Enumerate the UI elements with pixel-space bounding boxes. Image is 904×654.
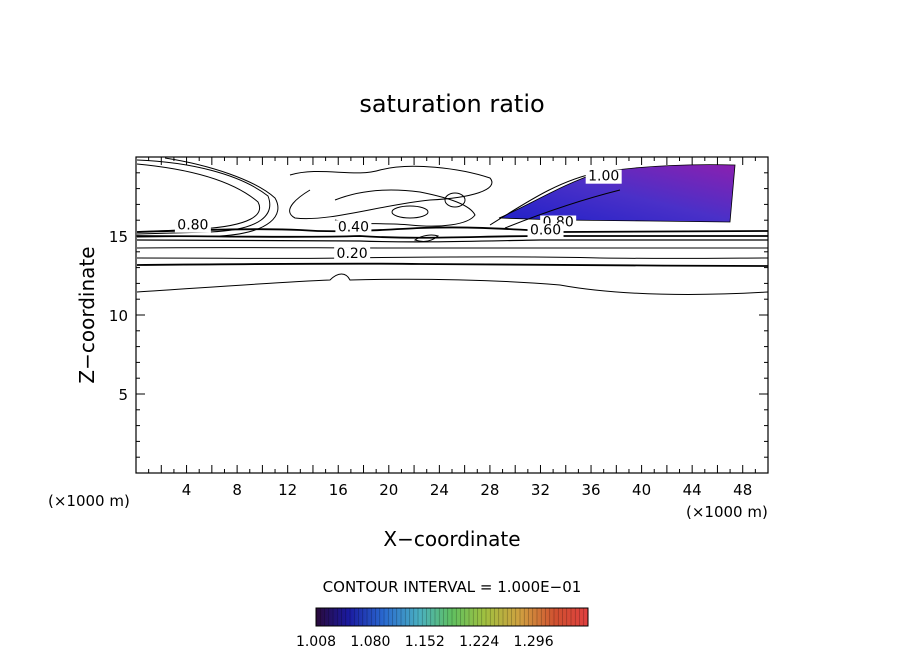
y-tick-label: 5 — [118, 386, 128, 404]
x-axis-label: X−coordinate — [383, 527, 520, 551]
isoline-mid-2 — [334, 189, 476, 227]
isoline-small-blob-2 — [391, 205, 429, 219]
y-ticks: 5 10 15 — [109, 172, 768, 458]
isoline-small-blob — [444, 192, 466, 208]
isoline-0.80 — [136, 239, 768, 243]
contour-interval-text: CONTOUR INTERVAL = 1.000E−01 — [323, 578, 582, 596]
chart-title: saturation ratio — [359, 90, 544, 118]
colorbar-label: 1.080 — [350, 634, 390, 650]
contour-label: 0.60 — [530, 222, 561, 238]
isoline-0.40 — [136, 226, 768, 233]
isoline-0.20 — [136, 256, 768, 259]
contour-label: 1.00 — [588, 169, 619, 185]
isoline-upper-left — [136, 163, 260, 233]
contour-label-bg — [585, 169, 622, 184]
contour-label: 0.20 — [337, 246, 368, 262]
x-tick-label: 20 — [379, 481, 398, 499]
plot-area: 0.80 0.400.201.000.800.60 4 8 12 16 20 24 28 32 3… — [109, 156, 769, 499]
colorbar-stripes — [319, 608, 585, 626]
isoline-lower-2 — [136, 262, 768, 267]
x-unit-left: (×1000 m) — [48, 492, 130, 510]
y-tick-label: 10 — [109, 307, 128, 325]
contour-label-bg — [334, 247, 371, 262]
colorbar: 1.008 1.080 1.152 1.224 1.296 — [296, 607, 589, 650]
x-tick-label: 44 — [683, 481, 702, 499]
isoline-mid-top — [289, 165, 493, 220]
x-ticks: 4 8 12 16 20 24 28 32 36 40 44 48 — [148, 157, 756, 499]
isoline-0.60 — [136, 235, 768, 239]
colorbar-gradient — [315, 607, 589, 627]
colorbar-labels: 1.008 1.080 1.152 1.224 1.296 — [296, 634, 554, 650]
x-tick-label: 12 — [278, 481, 297, 499]
contour-labels: 0.80 0.400.201.000.800.60 — [174, 169, 622, 262]
x-tick-label: 48 — [733, 481, 752, 499]
isoline-lowest — [136, 273, 768, 295]
x-tick-label: 36 — [581, 481, 600, 499]
colorbar-label: 1.224 — [459, 634, 499, 650]
isoline-upper-left-3 — [136, 157, 279, 238]
x-tick-label: 24 — [430, 481, 449, 499]
x-tick-label: 8 — [232, 481, 242, 499]
isoline-upper-left-2 — [136, 159, 271, 235]
x-tick-label: 4 — [182, 481, 192, 499]
x-tick-label: 28 — [480, 481, 499, 499]
y-tick-label: 15 — [109, 228, 128, 246]
contour-label-bg — [174, 218, 211, 233]
x-unit-right: (×1000 m) — [686, 503, 768, 521]
y-axis-label: Z−coordinate — [75, 246, 99, 383]
contour-label-bg — [527, 223, 564, 238]
x-tick-label: 16 — [329, 481, 348, 499]
contour-label: 0.80 — [177, 218, 208, 234]
colorbar-label: 1.296 — [514, 634, 554, 650]
filled-supersaturation-region — [498, 164, 736, 223]
contour-lines — [136, 157, 768, 295]
colorbar-label: 1.008 — [296, 634, 336, 650]
colorbar-label: 1.152 — [405, 634, 445, 650]
contour-label: 0.40 — [338, 219, 369, 235]
x-tick-label: 32 — [531, 481, 550, 499]
contour-label-bg — [335, 220, 372, 235]
x-tick-label: 40 — [632, 481, 651, 499]
